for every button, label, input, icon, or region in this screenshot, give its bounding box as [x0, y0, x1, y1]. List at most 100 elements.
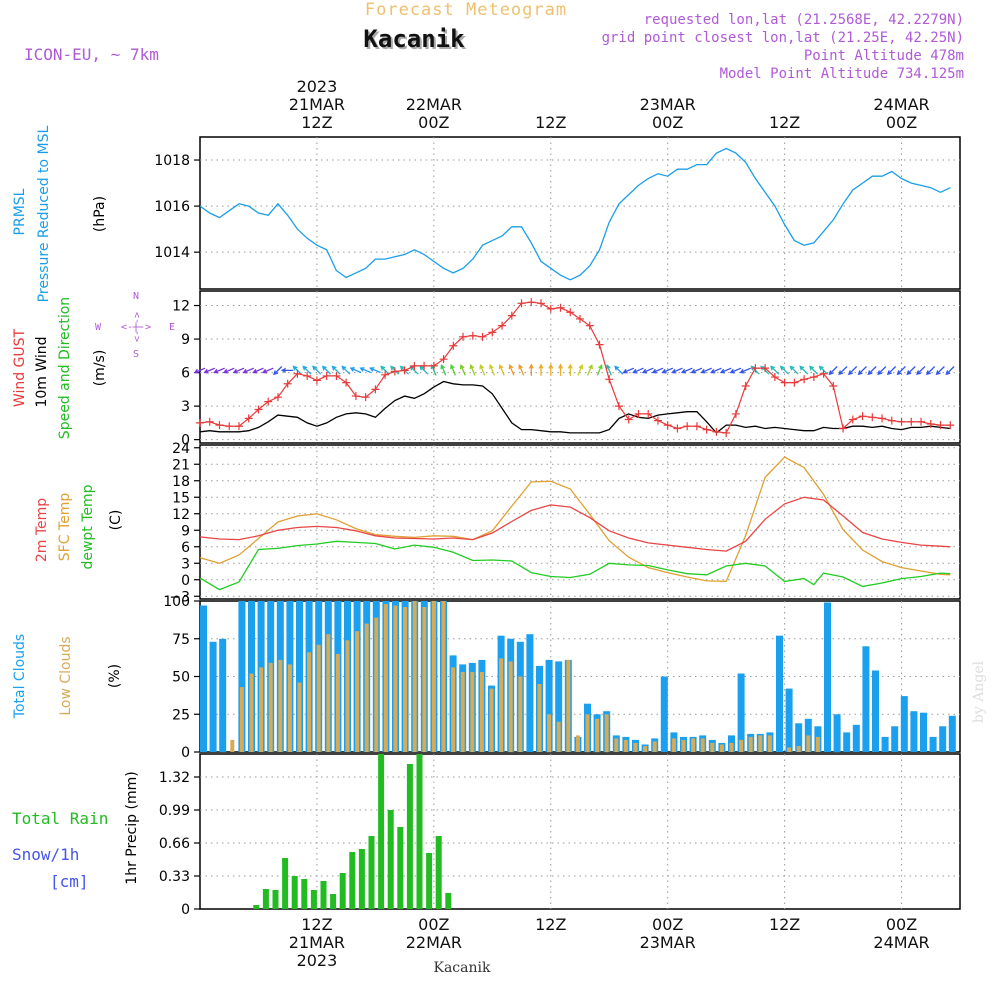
- low-cloud-bar: [479, 672, 484, 752]
- gust-marker: [731, 409, 740, 418]
- low-cloud-bar: [297, 682, 302, 752]
- y-tick-label: 1018: [154, 153, 190, 169]
- wind-direction-arrow: [450, 364, 457, 376]
- y-tick-label: 24: [172, 441, 190, 457]
- rain-bars: [253, 754, 452, 909]
- rain-bar: [358, 849, 365, 909]
- wind-speed-line: [199, 380, 951, 434]
- gust-marker: [283, 379, 292, 388]
- low-cloud-bar: [556, 721, 561, 752]
- total-cloud-bar: [545, 659, 553, 752]
- precip-left-label-snow: Snow/1h: [12, 845, 79, 864]
- total-cloud-bar: [862, 646, 870, 752]
- gust-marker: [390, 367, 399, 376]
- low-cloud-bar: [652, 741, 657, 752]
- rain-bar: [378, 754, 385, 909]
- total-cloud-bar: [843, 732, 851, 752]
- wind-direction-arrow: [341, 365, 351, 375]
- time-label-bottom: 12Z: [301, 915, 332, 934]
- gust-marker: [712, 427, 721, 436]
- time-label-bottom: 24MAR: [873, 933, 929, 952]
- low-cloud-bar: [259, 667, 264, 752]
- wind-gust-line: [199, 301, 951, 434]
- y-tick-label: 100: [163, 594, 190, 610]
- total-cloud-bar: [785, 688, 793, 752]
- low-cloud-bar: [335, 653, 340, 752]
- total-cloud-bar: [881, 736, 889, 752]
- gust-marker: [751, 364, 760, 373]
- wind-direction-arrow: [789, 365, 799, 375]
- precip-left-label-rain: Total Rain: [12, 809, 108, 828]
- wind-direction-arrow: [538, 363, 544, 376]
- wind-direction-arrow: [280, 367, 294, 373]
- gust-marker: [449, 341, 458, 350]
- wind-direction-arrow: [459, 364, 466, 376]
- temp-left-label-1: 2m Temp: [34, 498, 50, 562]
- time-label-bottom: 00Z: [418, 915, 449, 934]
- wind-direction-arrow: [779, 365, 789, 375]
- time-label-top: 22MAR: [406, 95, 462, 114]
- total-cloud-bar: [296, 601, 303, 752]
- gust-marker: [809, 373, 818, 382]
- gust-marker: [361, 393, 370, 402]
- y-tick-label: 1014: [154, 245, 190, 261]
- gust-marker: [225, 422, 234, 431]
- compass-horizontal-arrows: <-|->: [121, 322, 151, 333]
- wind-direction-arrow: [232, 367, 245, 374]
- wind-direction-arrow: [242, 367, 255, 374]
- low-cloud-bar: [566, 659, 571, 752]
- wind-direction-arrow: [518, 364, 525, 376]
- low-cloud-bar: [412, 601, 417, 752]
- wind-direction-arrow: [606, 364, 612, 376]
- gust-marker: [322, 371, 331, 380]
- total-cloud-bar: [776, 635, 783, 752]
- gust-marker: [770, 373, 779, 382]
- y-tick-label: 1016: [154, 199, 190, 215]
- y-tick-label: 0.99: [159, 803, 190, 819]
- gust-marker: [585, 321, 594, 330]
- gust-marker: [868, 413, 877, 422]
- wind-direction-arrow: [739, 367, 751, 374]
- total-cloud-bar: [929, 736, 937, 752]
- wind-direction-arrow: [680, 367, 693, 374]
- temp-y-label: (C): [108, 510, 124, 531]
- total-cloud-bar: [824, 602, 831, 752]
- gust-marker: [624, 415, 633, 424]
- gust-marker: [507, 311, 516, 320]
- wind-direction-arrow: [867, 366, 877, 376]
- wind-left-label-2: 10m Wind: [34, 336, 50, 407]
- gust-marker: [595, 340, 604, 349]
- total-cloud-bar: [660, 676, 668, 752]
- precip-y-label: 1hr Precip (mm): [124, 771, 140, 884]
- wind-direction-arrow: [302, 365, 312, 375]
- y-tick-label: 3: [181, 556, 190, 572]
- gust-marker: [663, 421, 672, 430]
- wind-direction-arrow: [508, 364, 515, 376]
- wind-direction-arrow: [222, 367, 235, 374]
- wind-direction-arrow: [945, 366, 955, 376]
- gust-marker: [264, 397, 273, 406]
- gust-marker: [878, 414, 887, 423]
- point-altitude: Point Altitude 478m: [804, 48, 964, 64]
- wind-direction-arrow: [498, 364, 505, 376]
- gust-marker: [342, 378, 351, 387]
- low-cloud-bar: [451, 667, 456, 752]
- location-title: Kacanik: [365, 27, 467, 55]
- wind-direction-arrow: [528, 363, 534, 376]
- gust-marker: [556, 303, 565, 312]
- low-cloud-bar: [307, 652, 312, 752]
- gust-marker: [741, 382, 750, 390]
- y-tick-label: 3: [181, 399, 190, 415]
- low-cloud-bar: [710, 742, 715, 752]
- wind-direction-arrow: [440, 364, 447, 376]
- pressure-panel-frame: [199, 136, 961, 290]
- gust-marker: [819, 369, 828, 378]
- gust-marker: [273, 393, 282, 402]
- wind-direction-arrow: [770, 365, 780, 375]
- wind-direction-arrow: [700, 367, 712, 374]
- wind-direction-arrow: [359, 367, 371, 374]
- wind-direction-arrow: [479, 364, 486, 376]
- rain-bar: [262, 889, 269, 909]
- gust-marker: [498, 321, 507, 330]
